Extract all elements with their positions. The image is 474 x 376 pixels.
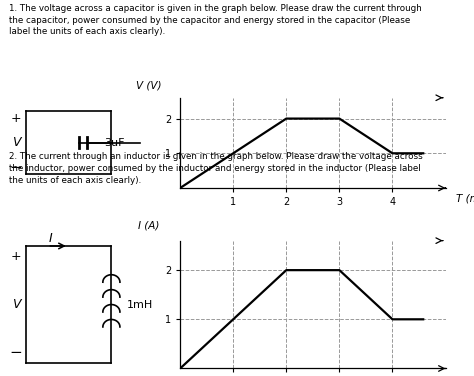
Text: I: I [48,232,52,245]
Text: V: V [12,298,20,311]
X-axis label: T (ms): T (ms) [456,193,474,203]
Text: 1mH: 1mH [127,300,153,309]
Text: V: V [12,136,20,149]
Text: 1. The voltage across a capacitor is given in the graph below. Please draw the c: 1. The voltage across a capacitor is giv… [9,4,422,36]
Text: +: + [11,250,21,263]
Text: 2. The current through an inductor is given in the graph below. Please draw the : 2. The current through an inductor is gi… [9,152,423,185]
Y-axis label: I (A): I (A) [137,220,159,230]
Text: 3uF: 3uF [104,138,125,148]
Text: −: − [10,160,22,175]
Text: +: + [11,112,21,125]
Text: −: − [10,345,22,360]
Y-axis label: V (V): V (V) [136,80,161,91]
